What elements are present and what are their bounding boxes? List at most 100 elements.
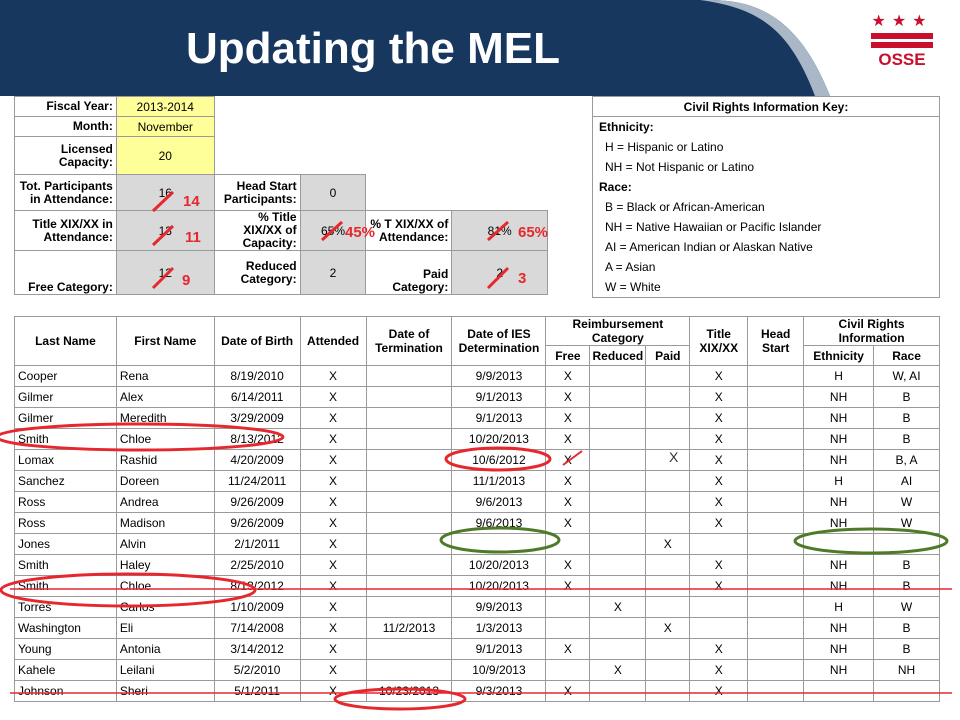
annotation-free: 9 <box>182 272 191 289</box>
cell-first-name: Leilani <box>115 659 215 681</box>
cell-free: X <box>545 491 591 513</box>
cell-head-start <box>747 596 805 618</box>
header-title-xix: Title XIX/XX <box>689 316 749 366</box>
header-last-name: Last Name <box>14 316 117 366</box>
cell-paid <box>645 512 691 534</box>
cell-reduced <box>589 638 647 660</box>
cell-free <box>545 596 591 618</box>
cell-last-name: Smith <box>14 554 117 576</box>
cell-ies: 10/20/2013 <box>451 554 547 576</box>
cell-attended: X <box>299 470 367 492</box>
logo-text: OSSE <box>878 50 926 69</box>
cell-first-name: Doreen <box>115 470 215 492</box>
cell-ethnicity: NH <box>803 491 875 513</box>
cell-paid <box>645 638 691 660</box>
header-ies: Date of IES Determination <box>451 316 547 366</box>
annotation-lomax-paid: X <box>669 449 679 465</box>
race-heading: Race: <box>599 180 632 194</box>
cell-dob: 6/14/2011 <box>213 386 301 408</box>
cell-first-name: Sheri <box>115 680 215 702</box>
table-row: Jones Alvin 2/1/2011 X X <box>14 533 940 555</box>
cell-reduced <box>589 491 647 513</box>
cell-ethnicity: H <box>803 596 875 618</box>
cell-first-name: Chloe <box>115 428 215 450</box>
ethnicity-item: H = Hispanic or Latino <box>605 140 724 154</box>
cell-last-name: Gilmer <box>14 386 117 408</box>
cell-ies: 9/9/2013 <box>451 596 547 618</box>
licensed-capacity-label: Licensed Capacity: <box>14 136 117 175</box>
cell-termination <box>365 491 453 513</box>
cell-termination <box>365 659 453 681</box>
cell-ethnicity: NH <box>803 575 875 597</box>
cell-reduced <box>589 575 647 597</box>
cell-first-name: Meredith <box>115 407 215 429</box>
key-title: Civil Rights Information Key: <box>592 96 940 117</box>
cell-ies: 10/6/2012 <box>451 449 547 471</box>
cell-head-start <box>747 449 805 471</box>
cell-paid <box>645 491 691 513</box>
cell-dob: 11/24/2011 <box>213 470 301 492</box>
cell-race: B <box>873 407 940 429</box>
paid-category-label: Paid Category: <box>365 250 453 295</box>
logo-bar <box>871 42 933 48</box>
cell-head-start <box>747 554 805 576</box>
cell-free: X <box>545 470 591 492</box>
cell-last-name: Smith <box>14 428 117 450</box>
cell-head-start <box>747 365 805 387</box>
cell-title-xix <box>689 617 749 639</box>
header-reduced: Reduced <box>589 345 647 366</box>
roster-body: Cooper Rena 8/19/2010 X 9/9/2013 X X H W, AI Gilm… <box>14 365 940 702</box>
header-first-name: First Name <box>115 316 215 366</box>
cell-attended: X <box>299 659 367 681</box>
cell-title-xix: X <box>689 491 749 513</box>
cell-ethnicity: NH <box>803 386 875 408</box>
pct-capacity-label: % Title XIX/XX of Capacity: <box>213 210 301 251</box>
cell-free: X <box>545 575 591 597</box>
cell-first-name: Rena <box>115 365 215 387</box>
cell-reduced: X <box>589 596 647 618</box>
cell-paid <box>645 386 691 408</box>
header-ethnicity: Ethnicity <box>803 345 875 366</box>
table-row: Kahele Leilani 5/2/2010 X 10/9/2013 X X NH NH <box>14 659 940 681</box>
cell-title-xix: X <box>689 554 749 576</box>
cell-last-name: Gilmer <box>14 407 117 429</box>
cell-attended: X <box>299 533 367 555</box>
cell-race: B <box>873 575 940 597</box>
head-start-value: 0 <box>299 174 367 211</box>
cell-last-name: Smith <box>14 575 117 597</box>
roster-table: Last Name First Name Date of Birth Atten… <box>14 316 940 702</box>
race-item: W = White <box>605 280 661 294</box>
header-civil-rights: Civil Rights Information <box>803 316 940 346</box>
key-body: Ethnicity: H = Hispanic or Latino NH = N… <box>592 116 940 298</box>
cell-termination <box>365 407 453 429</box>
cell-first-name: Madison <box>115 512 215 534</box>
cell-ethnicity: NH <box>803 638 875 660</box>
cell-ethnicity <box>803 680 875 702</box>
cell-title-xix: X <box>689 512 749 534</box>
cell-head-start <box>747 512 805 534</box>
header-termination: Date of Termination <box>365 316 453 366</box>
ethnicity-item: NH = Not Hispanic or Latino <box>605 160 755 174</box>
cell-termination <box>365 449 453 471</box>
cell-dob: 9/26/2009 <box>213 512 301 534</box>
cell-paid <box>645 554 691 576</box>
cell-head-start <box>747 491 805 513</box>
cell-title-xix: X <box>689 575 749 597</box>
cell-dob: 5/1/2011 <box>213 680 301 702</box>
cell-dob: 9/26/2009 <box>213 491 301 513</box>
cell-termination <box>365 575 453 597</box>
cell-first-name: Eli <box>115 617 215 639</box>
table-row: Torres Carlos 1/10/2009 X 9/9/2013 X H W <box>14 596 940 618</box>
table-row: Ross Madison 9/26/2009 X 9/6/2013 X X NH W <box>14 512 940 534</box>
cell-reduced <box>589 470 647 492</box>
cell-race: B <box>873 428 940 450</box>
cell-dob: 8/13/2012 <box>213 428 301 450</box>
cell-ies: 9/1/2013 <box>451 386 547 408</box>
cell-paid <box>645 365 691 387</box>
cell-first-name: Alex <box>115 386 215 408</box>
fiscal-year-label: Fiscal Year: <box>14 96 117 117</box>
cell-paid <box>645 596 691 618</box>
header-free: Free <box>545 345 591 366</box>
cell-reduced <box>589 428 647 450</box>
cell-free <box>545 533 591 555</box>
